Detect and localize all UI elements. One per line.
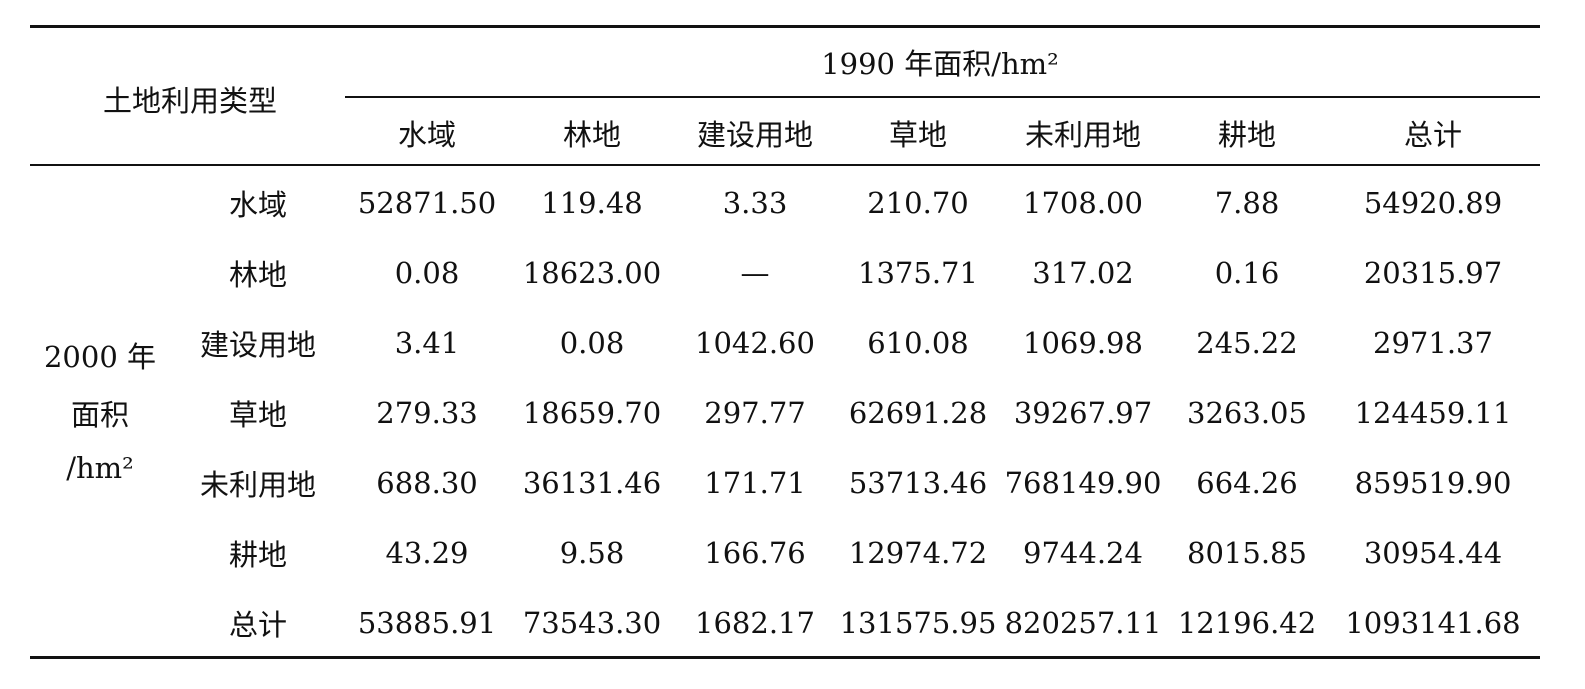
cell: 43.29	[385, 536, 469, 570]
cell: —	[740, 256, 770, 290]
cell: 297.77	[704, 396, 806, 430]
cell: 664.26	[1196, 466, 1298, 500]
cell: 1682.17	[695, 606, 815, 640]
top-rule	[30, 25, 1540, 28]
cell: 7.88	[1214, 186, 1280, 220]
cell: 53713.46	[848, 466, 988, 500]
cell: 54920.89	[1363, 186, 1503, 220]
cell: 688.30	[376, 466, 478, 500]
cell: 131575.95	[839, 606, 997, 640]
cell: 3263.05	[1187, 396, 1307, 430]
cell: 124459.11	[1354, 396, 1512, 430]
cell: 73543.30	[522, 606, 662, 640]
cell: 1069.98	[1023, 326, 1143, 360]
cell: 119.48	[541, 186, 643, 220]
cell: 279.33	[376, 396, 478, 430]
column-header: 水域	[397, 118, 457, 152]
cell: 171.71	[704, 466, 806, 500]
row-label: 水域	[228, 188, 288, 222]
cell: 9.58	[559, 536, 625, 570]
group-header: 1990 年面积/hm²	[821, 47, 1059, 81]
cell: 1093141.68	[1345, 606, 1521, 640]
cell: 3.33	[722, 186, 788, 220]
cell: 52871.50	[357, 186, 497, 220]
cell: 1375.71	[858, 256, 978, 290]
cell: 3.41	[394, 326, 460, 360]
row-label: 总计	[228, 608, 288, 642]
column-header: 总计	[1403, 118, 1463, 152]
cell: 30954.44	[1363, 536, 1503, 570]
cell: 2971.37	[1373, 326, 1493, 360]
cell: 18623.00	[522, 256, 662, 290]
cell: 166.76	[704, 536, 806, 570]
cell: 39267.97	[1013, 396, 1153, 430]
row-label: 草地	[228, 398, 288, 432]
cell: 210.70	[867, 186, 969, 220]
cell: 9744.24	[1023, 536, 1143, 570]
cell: 1042.60	[695, 326, 815, 360]
row-label: 未利用地	[199, 468, 317, 502]
column-header: 林地	[562, 118, 622, 152]
cell: 53885.91	[357, 606, 497, 640]
side-label: /hm²	[66, 451, 134, 485]
row-label: 林地	[228, 258, 288, 292]
header-rule	[30, 164, 1540, 166]
corner-header: 土地利用类型	[102, 84, 278, 118]
side-label: 面积	[70, 398, 130, 432]
cell: 0.08	[394, 256, 460, 290]
row-label: 建设用地	[199, 328, 317, 362]
cell: 859519.90	[1354, 466, 1512, 500]
cell: 317.02	[1032, 256, 1134, 290]
cell: 20315.97	[1363, 256, 1503, 290]
cell: 12974.72	[848, 536, 988, 570]
group-rule	[345, 96, 1540, 98]
cell: 820257.11	[1004, 606, 1162, 640]
column-header: 建设用地	[696, 118, 814, 152]
cell: 0.16	[1214, 256, 1280, 290]
row-label: 耕地	[228, 538, 288, 572]
column-header: 草地	[888, 118, 948, 152]
cell: 36131.46	[522, 466, 662, 500]
cell: 610.08	[867, 326, 969, 360]
cell: 12196.42	[1177, 606, 1317, 640]
cell: 1708.00	[1023, 186, 1143, 220]
cell: 8015.85	[1187, 536, 1307, 570]
bottom-rule	[30, 656, 1540, 659]
cell: 0.08	[559, 326, 625, 360]
cell: 245.22	[1196, 326, 1298, 360]
cell: 768149.90	[1004, 466, 1162, 500]
side-label: 2000 年	[43, 340, 157, 374]
cell: 18659.70	[522, 396, 662, 430]
column-header: 未利用地	[1024, 118, 1142, 152]
cell: 62691.28	[848, 396, 988, 430]
column-header: 耕地	[1217, 118, 1277, 152]
